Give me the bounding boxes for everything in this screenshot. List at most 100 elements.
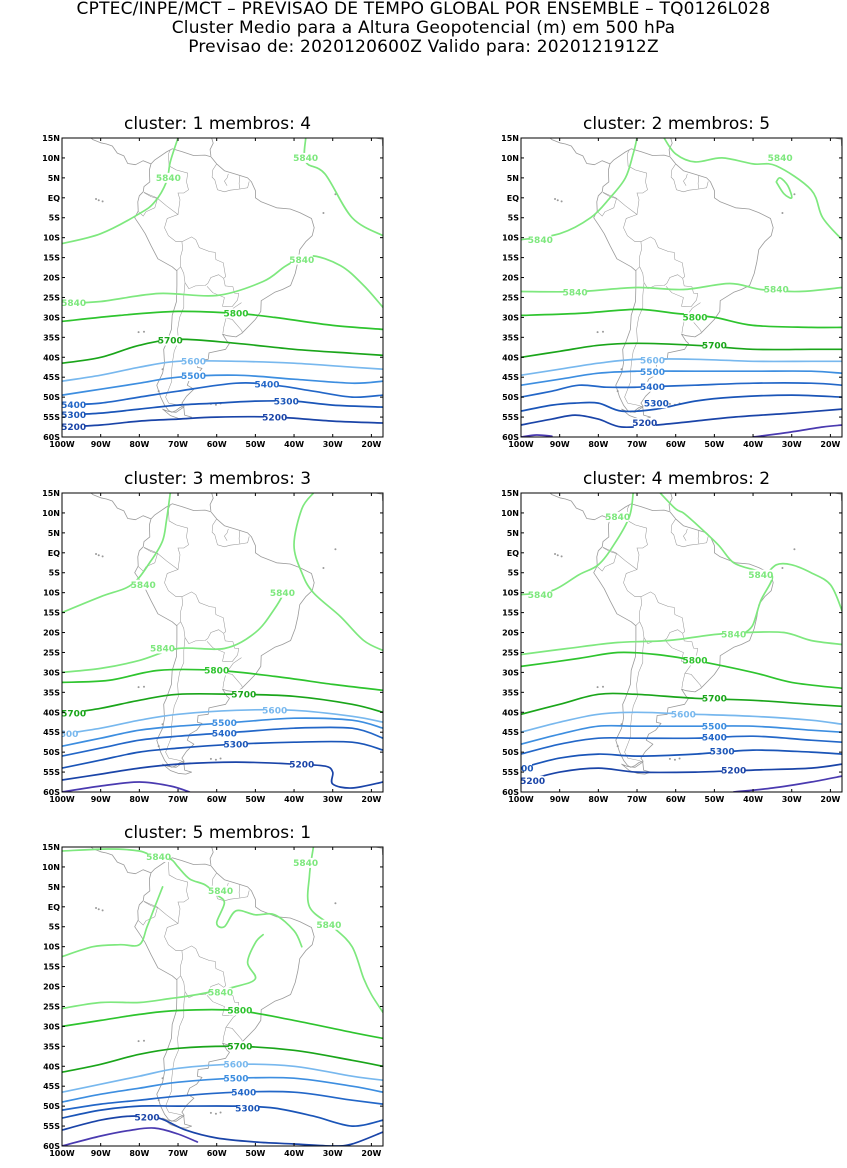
country-border — [206, 633, 240, 662]
contour-label-bg — [151, 643, 174, 654]
contour-5200 — [62, 415, 383, 428]
contour-label: 5840 — [289, 256, 314, 266]
lat-tick-label: 15N — [42, 843, 60, 852]
contour-label-bg — [263, 705, 286, 716]
coastline — [90, 138, 152, 166]
country-border — [683, 173, 688, 186]
contour-5700 — [62, 1045, 383, 1074]
lon-tick-label: 70W — [627, 795, 647, 804]
country-border — [164, 569, 183, 626]
contour-label-bg — [205, 665, 228, 676]
contour-5600 — [521, 358, 842, 377]
contour-5800 — [521, 308, 842, 329]
contour-label-bg — [209, 987, 232, 998]
contour-label-bg — [62, 421, 85, 432]
lon-tick-label: 90W — [91, 795, 111, 804]
contour-5840 — [62, 587, 288, 674]
contour-5500 — [62, 374, 383, 396]
lon-tick-label: 60W — [207, 440, 227, 449]
contour-label-bg — [182, 371, 205, 382]
contour-5300 — [62, 399, 383, 416]
lat-tick-label: 5N — [48, 883, 60, 892]
country-border — [164, 923, 183, 980]
axis-ticks: 15N 10N 5N EQ 5S 10S 15S 20S 25S 30S 35S 40S 45S 50S 5… — [501, 489, 842, 804]
coastline — [90, 847, 152, 875]
plot-frame — [61, 137, 384, 438]
contour-label-bg — [521, 775, 544, 786]
contour-5840 — [62, 848, 303, 948]
plot-frame — [61, 846, 384, 1147]
contour-label-bg — [232, 1087, 255, 1098]
country-border — [180, 621, 224, 645]
contour-label-bg — [225, 739, 248, 750]
island — [620, 368, 623, 371]
contour-label-bg — [157, 172, 180, 183]
contour-label-bg — [703, 732, 726, 743]
contour-label: 5600 — [181, 357, 206, 367]
contour-label-bg — [564, 287, 587, 298]
island — [322, 211, 325, 214]
contour-label: 5840 — [131, 581, 156, 591]
coastline — [62, 138, 65, 139]
lon-tick-label: 90W — [91, 1149, 111, 1158]
lon-tick-label: 50W — [245, 1149, 265, 1158]
lat-tick-label: 50S — [43, 1102, 60, 1111]
lon-tick-label: 70W — [168, 1149, 188, 1158]
contour-5100 — [752, 424, 842, 437]
country-border — [206, 278, 240, 307]
lat-tick-label: EQ — [507, 194, 519, 203]
country-border — [225, 1011, 243, 1042]
lon-tick-label: 70W — [168, 440, 188, 449]
island — [97, 554, 100, 557]
contour-5840 — [521, 493, 635, 596]
lon-tick-label: 80W — [129, 440, 149, 449]
lon-tick-label: 40W — [743, 795, 763, 804]
lat-tick-label: 40S — [43, 353, 60, 362]
lon-tick-label: 50W — [245, 440, 265, 449]
contour-label: 5840 — [528, 591, 553, 601]
header-line-1: CPTEC/INPE/MCT – PREVISAO DE TEMPO GLOBA… — [76, 0, 771, 19]
lat-tick-label: 5N — [507, 529, 519, 538]
contour-5100 — [62, 781, 191, 792]
country-border — [238, 530, 241, 545]
coastline — [375, 493, 383, 502]
island — [137, 331, 140, 334]
lat-tick-label: 15N — [501, 489, 519, 498]
lat-tick-label: EQ — [48, 903, 60, 912]
contour-label: 5300 — [235, 1104, 260, 1114]
island — [556, 199, 559, 202]
island — [334, 902, 337, 905]
contour-5200 — [521, 408, 842, 429]
cluster-1-map: 5840 5840 5840 5840 5800 5700 5600 5500 5400 5400… — [42, 134, 384, 449]
contour-label: 5700 — [158, 337, 183, 347]
panel-title: cluster: 3 membros: 3 — [123, 469, 312, 489]
country-border — [665, 278, 699, 307]
contour-labels: 5840 5840 5840 5800 5700 5700 5600 5600 55005400… — [62, 579, 314, 770]
contour-5840 — [775, 176, 793, 199]
lon-tick-label: 80W — [588, 440, 608, 449]
contour-label-bg — [765, 284, 788, 295]
contour-label: 5500 — [640, 368, 665, 378]
coastline — [375, 138, 383, 147]
coastline — [834, 493, 842, 502]
contour-5840 — [306, 847, 383, 1014]
contour-5840 — [293, 493, 383, 652]
lat-tick-label: 50S — [43, 748, 60, 757]
lat-tick-label: 55S — [43, 413, 60, 422]
contour-label-bg — [769, 152, 792, 163]
contour-label: 5300 — [274, 397, 299, 407]
country-border — [670, 163, 709, 193]
lat-tick-label: 25S — [502, 293, 519, 302]
country-border — [681, 673, 686, 689]
contour-label-bg — [255, 379, 278, 390]
island — [95, 197, 98, 200]
contour-5100 — [62, 1127, 199, 1146]
coastline — [209, 138, 214, 156]
island — [142, 1039, 145, 1042]
country-border — [623, 214, 642, 271]
panel-title: cluster: 1 membros: 4 — [123, 114, 312, 134]
contour-label-bg — [263, 412, 286, 423]
lat-tick-label: EQ — [507, 549, 519, 558]
country-border — [180, 266, 224, 290]
lat-tick-label: 55S — [502, 768, 519, 777]
